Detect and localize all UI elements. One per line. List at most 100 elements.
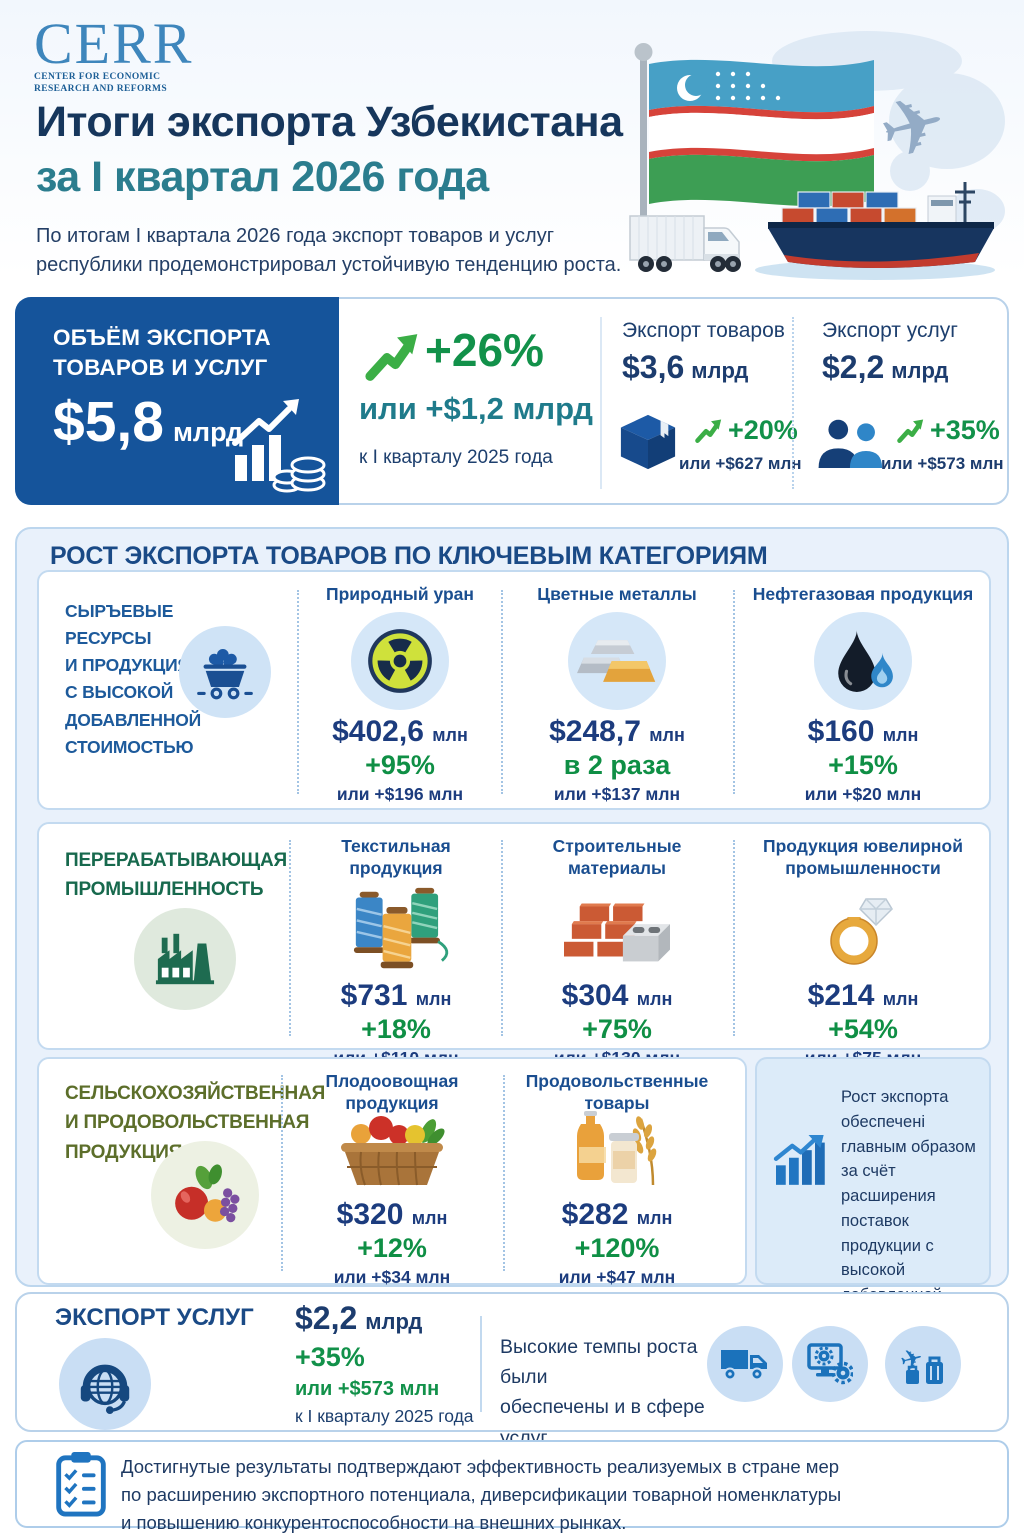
it-services-icon: [792, 1326, 868, 1402]
item-growth-pct: +15%: [828, 749, 898, 780]
item-growth-abs: или +$196 млн: [336, 783, 464, 804]
oil-gas-drop-icon: [814, 612, 912, 710]
item-value: $214 млн: [807, 979, 919, 1012]
flag-uzbekistan-icon: [634, 43, 874, 270]
divider: [480, 1316, 482, 1412]
footer-text: Достигнутые результаты подтверждают эффе…: [121, 1456, 842, 1533]
headset-globe-icon: [59, 1338, 151, 1430]
item-oil-gas: Нефтегазовая продукция $160 млн +15% или…: [737, 572, 989, 805]
item-value: $160 млн: [807, 715, 919, 748]
growth-arrow-icon: [897, 419, 924, 443]
services-section-unit: млрд: [365, 1309, 423, 1334]
divider: [501, 590, 503, 794]
item-growth-pct: +54%: [828, 1013, 898, 1044]
divider: [501, 840, 503, 1036]
item-fruit-vegetables: Плодоовощная продукция $320 млн: [285, 1059, 499, 1288]
item-value: $402,6 млн: [332, 715, 468, 748]
category-label: СЫРЪЕВЫЕ РЕСУРСЫ И ПРОДУКЦИЯ С ВЫСОКОЙ Д…: [65, 601, 202, 757]
item-title: Нефтегазовая продукция: [752, 584, 974, 604]
total-value: $5,8: [53, 390, 164, 454]
item-growth-pct: +18%: [361, 1013, 431, 1044]
item-jewelry: Продукция ювелирной промышленности $214 …: [737, 824, 989, 1069]
item-value: $282 млн: [561, 1198, 673, 1231]
total-unit: млрд: [172, 417, 244, 447]
mining-cart-icon: [179, 626, 271, 718]
total-export-card: ОБЪЁМ ЭКСПОРТА ТОВАРОВ И УСЛУГ $5,8 млрд: [15, 297, 339, 505]
services-section-abs: или +$573 млн: [295, 1378, 440, 1400]
item-title: Текстильная продукция: [341, 836, 451, 878]
total-growth-pct: +26%: [425, 324, 544, 376]
title-line-1: Итоги экспорта Узбекистана: [36, 98, 623, 146]
clipboard-checklist-icon: [56, 1451, 106, 1517]
fruits-icon: [151, 1141, 259, 1249]
summary-band: ОБЪЁМ ЭКСПОРТА ТОВАРОВ И УСЛУГ $5,8 млрд: [15, 297, 1009, 505]
delivery-truck-icon: [629, 215, 741, 272]
categories-title: РОСТ ЭКСПОРТА ТОВАРОВ ПО КЛЮЧЕВЫМ КАТЕГО…: [50, 542, 768, 570]
item-growth-abs: или +$34 млн: [333, 1266, 451, 1287]
goods-growth: +20%: [695, 415, 798, 446]
services-growth-pct: +35%: [930, 415, 1000, 445]
item-growth-pct: +12%: [357, 1232, 427, 1263]
divider: [733, 590, 735, 794]
category-row-raw-materials: СЫРЪЕВЫЕ РЕСУРСЫ И ПРОДУКЦИЯ С ВЫСОКОЙ Д…: [37, 570, 991, 810]
goods-value: $3,6: [622, 349, 685, 385]
people-icon: [818, 419, 883, 469]
divider: [503, 1075, 505, 1271]
item-textiles: Текстильная продукция: [293, 824, 499, 1069]
total-export-label: ОБЪЁМ ЭКСПОРТА ТОВАРОВ И УСЛУГ: [53, 325, 271, 381]
fruit-basket-icon: [285, 1103, 499, 1195]
services-section-title: ЭКСПОРТ УСЛУГ: [55, 1304, 254, 1331]
item-title: Цветные металлы: [537, 584, 697, 604]
goods-growth-abs: или +$627 млн: [679, 454, 802, 473]
category-row-processing-industry: ПЕРЕРАБАТЫВАЮЩАЯ ПРОМЫШЛЕННОСТЬ Текстиль…: [37, 822, 991, 1068]
services-growth: +35%: [897, 415, 1000, 446]
bar-chart-coins-icon: [232, 399, 326, 493]
divider: [733, 840, 735, 1036]
divider: [792, 317, 794, 489]
divider: [289, 840, 291, 1036]
item-growth-abs: или +$47 млн: [558, 1266, 676, 1287]
growth-arrow-icon: [695, 419, 722, 443]
goods-export-label: Экспорт товаров: [622, 319, 785, 342]
item-building-materials: Строительные материалы: [505, 824, 729, 1069]
growth-arrow-icon: [365, 334, 418, 381]
categories-note-box: Рост экспорта обеспечені главным образом…: [755, 1057, 991, 1378]
item-nonferrous-metals: Цветные металлы $248,7 млн в 2 раза или …: [505, 572, 729, 805]
divider: [281, 1075, 283, 1271]
item-title: Плодоовощная продукция: [325, 1071, 459, 1113]
travel-services-icon: ✈: [885, 1326, 961, 1402]
item-value: $320 млн: [336, 1198, 448, 1231]
rising-bar-chart-icon: [773, 1135, 825, 1185]
item-growth-abs: или +$137 млн: [553, 783, 681, 804]
services-export-value: $2,2 млрд: [822, 349, 948, 386]
services-section-base: к I кварталу 2025 года: [295, 1406, 474, 1426]
cargo-ship-icon: [755, 182, 995, 280]
item-growth-pct: +95%: [365, 749, 435, 780]
food-products-icon: [507, 1103, 727, 1195]
item-title: Строительные материалы: [552, 836, 682, 878]
services-export-label: Экспорт услуг: [822, 319, 958, 342]
total-export-value: $5,8 млрд: [53, 389, 243, 455]
services-section-pct: +35%: [295, 1342, 365, 1372]
item-growth-pct: +120%: [574, 1232, 660, 1263]
item-growth-pct: +75%: [582, 1013, 652, 1044]
item-food-products: Продовольственные товары: [507, 1059, 727, 1288]
item-value: $248,7 млн: [549, 715, 685, 748]
services-section-value: $2,2 млрд: [295, 1300, 422, 1337]
package-box-icon: [620, 414, 676, 470]
services-growth-abs: или +$573 млн: [881, 454, 1004, 473]
divider: [600, 317, 602, 489]
category-row-agriculture: СЕЛЬСКОХОЗЯЙСТВЕННАЯ И ПРОДОВОЛЬСТВЕННАЯ…: [37, 1057, 747, 1288]
services-band: ЭКСПОРТ УСЛУГ $2,2 млрд +35% или +$573 м…: [15, 1292, 1009, 1449]
truck-service-icon: [707, 1326, 783, 1402]
thread-spools-icon: [293, 884, 499, 976]
services-value: $2,2: [822, 349, 885, 385]
goods-export-value: $3,6 млрд: [622, 349, 748, 386]
item-title: Продукция ювелирной промышленности: [763, 836, 963, 878]
services-section-amount: $2,2: [295, 1300, 358, 1336]
divider: [297, 590, 299, 794]
logo-wordmark: CERR: [34, 11, 194, 76]
goods-growth-pct: +20%: [728, 415, 798, 445]
item-title: Продовольственные товары: [525, 1071, 709, 1113]
factory-icon: [134, 908, 236, 1010]
